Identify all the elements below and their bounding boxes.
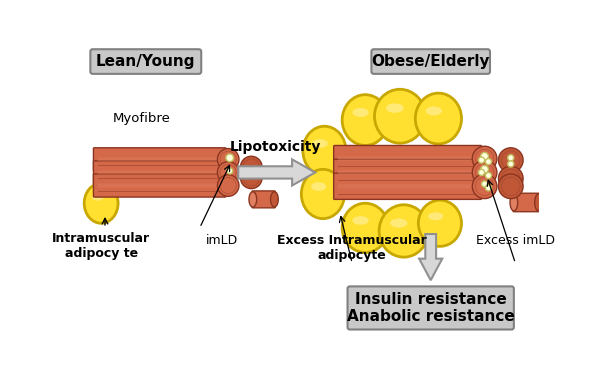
Ellipse shape <box>271 192 278 207</box>
FancyBboxPatch shape <box>98 170 221 174</box>
Ellipse shape <box>226 154 233 161</box>
Ellipse shape <box>482 181 488 187</box>
FancyBboxPatch shape <box>91 49 201 74</box>
Ellipse shape <box>478 169 485 176</box>
Ellipse shape <box>342 95 388 145</box>
FancyBboxPatch shape <box>94 148 226 171</box>
FancyBboxPatch shape <box>94 174 226 197</box>
Text: Lean/Young: Lean/Young <box>96 54 196 69</box>
Ellipse shape <box>313 139 328 148</box>
Ellipse shape <box>481 165 488 173</box>
Ellipse shape <box>508 155 514 161</box>
Ellipse shape <box>241 156 262 178</box>
Ellipse shape <box>481 152 488 160</box>
Ellipse shape <box>478 157 485 163</box>
FancyBboxPatch shape <box>334 173 482 199</box>
Ellipse shape <box>499 174 523 199</box>
FancyBboxPatch shape <box>98 157 221 161</box>
Ellipse shape <box>472 146 497 171</box>
Polygon shape <box>238 160 315 185</box>
Ellipse shape <box>342 203 388 253</box>
Ellipse shape <box>535 194 542 211</box>
FancyBboxPatch shape <box>347 286 514 330</box>
Text: imLD: imLD <box>206 234 238 247</box>
Ellipse shape <box>301 169 344 219</box>
Ellipse shape <box>472 174 497 199</box>
Ellipse shape <box>415 93 461 144</box>
Ellipse shape <box>418 200 461 246</box>
Ellipse shape <box>510 194 518 211</box>
Ellipse shape <box>92 194 104 201</box>
FancyBboxPatch shape <box>334 145 482 172</box>
Text: Myofibre: Myofibre <box>113 112 171 125</box>
FancyBboxPatch shape <box>371 49 490 74</box>
Ellipse shape <box>390 219 407 228</box>
Ellipse shape <box>425 106 442 115</box>
Text: Excess imLD: Excess imLD <box>476 234 555 247</box>
Ellipse shape <box>379 205 428 257</box>
Ellipse shape <box>311 182 326 191</box>
Ellipse shape <box>353 108 369 117</box>
Ellipse shape <box>303 126 346 176</box>
Ellipse shape <box>428 212 443 221</box>
Ellipse shape <box>485 172 491 179</box>
FancyBboxPatch shape <box>252 191 275 208</box>
Ellipse shape <box>249 192 257 207</box>
FancyBboxPatch shape <box>338 156 477 161</box>
Polygon shape <box>419 234 442 280</box>
FancyBboxPatch shape <box>338 170 477 175</box>
Ellipse shape <box>499 166 523 191</box>
Ellipse shape <box>227 168 233 174</box>
Ellipse shape <box>217 149 239 170</box>
Ellipse shape <box>84 183 118 223</box>
Ellipse shape <box>508 161 514 167</box>
Ellipse shape <box>386 103 404 113</box>
Text: Intramuscular
adipocy te: Intramuscular adipocy te <box>52 233 150 260</box>
FancyBboxPatch shape <box>334 160 482 185</box>
Ellipse shape <box>217 175 239 196</box>
Ellipse shape <box>217 161 239 183</box>
Ellipse shape <box>485 159 491 165</box>
Ellipse shape <box>499 148 523 172</box>
Ellipse shape <box>472 160 497 185</box>
Ellipse shape <box>485 185 491 191</box>
FancyBboxPatch shape <box>513 193 539 212</box>
Text: Insulin resistance
Anabolic resistance: Insulin resistance Anabolic resistance <box>347 292 515 324</box>
Text: Obese/Elderly: Obese/Elderly <box>371 54 490 69</box>
Ellipse shape <box>353 216 369 225</box>
Ellipse shape <box>374 89 425 143</box>
FancyBboxPatch shape <box>94 161 226 184</box>
FancyBboxPatch shape <box>98 183 221 188</box>
FancyBboxPatch shape <box>338 184 477 188</box>
Text: Excess Intramuscular
adipocyte: Excess Intramuscular adipocyte <box>277 234 427 262</box>
Text: Lipotoxicity: Lipotoxicity <box>229 140 321 154</box>
Ellipse shape <box>241 167 262 188</box>
